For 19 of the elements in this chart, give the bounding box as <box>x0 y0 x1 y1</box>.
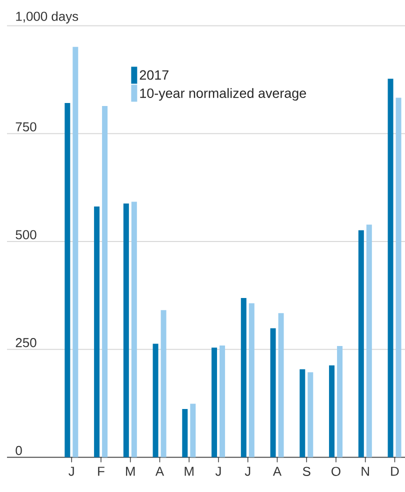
x-tick-label: J <box>244 466 250 476</box>
x-tick-label: J <box>215 466 221 476</box>
x-tick-label: J <box>68 466 74 476</box>
x-tick-label: M <box>126 466 135 476</box>
y-tick-label: 500 <box>16 230 36 240</box>
y-tick-label: 0 <box>16 446 22 456</box>
x-tick-label: F <box>98 466 104 476</box>
x-tick-label: M <box>184 466 194 476</box>
y-tick-label: 1,000 days <box>16 11 78 24</box>
x-tick-label: A <box>272 466 282 476</box>
x-tick-label: D <box>391 466 399 476</box>
y-tick-label: 250 <box>16 338 36 348</box>
x-tick-label: N <box>362 466 369 476</box>
x-tick-label: O <box>332 466 340 476</box>
legend-label: 2017 <box>140 70 168 80</box>
legend-label: 10-year normalized average <box>140 88 306 101</box>
y-tick-label: 750 <box>16 122 36 132</box>
x-tick-label: A <box>155 466 164 476</box>
x-tick-label: S <box>302 466 310 476</box>
